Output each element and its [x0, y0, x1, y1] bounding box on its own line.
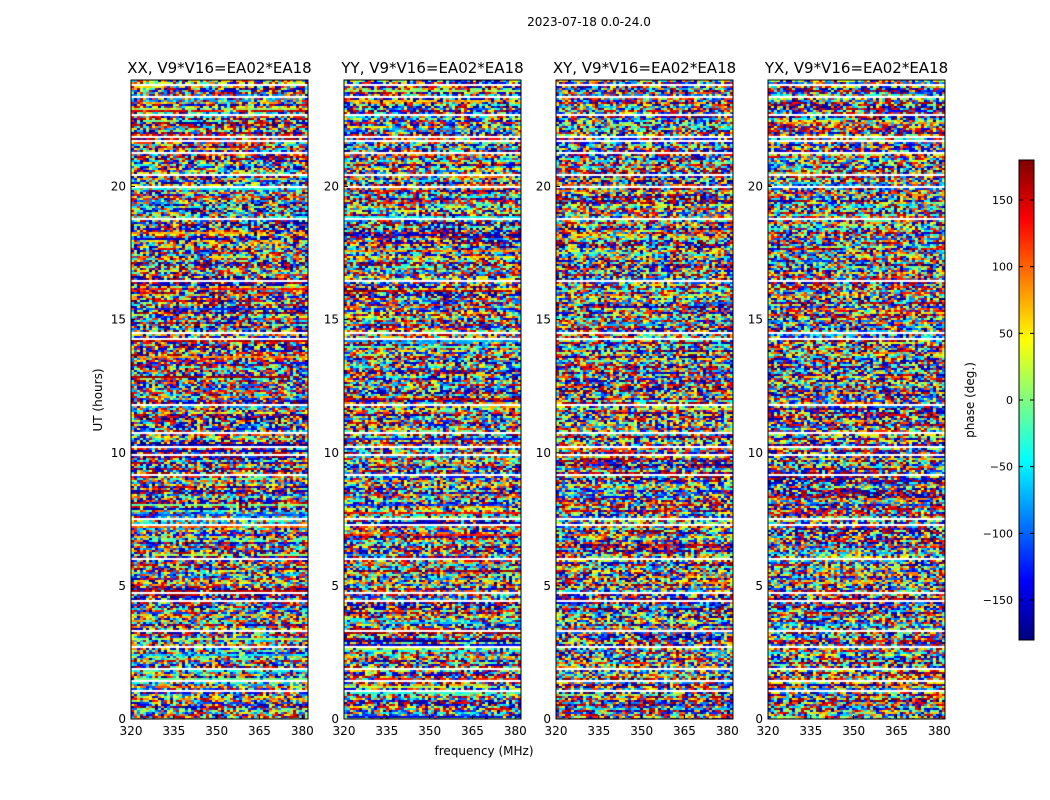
panel-2: YY, V9*V16=EA02*EA18 320 335 350 365 380 0 5 10 1…	[324, 59, 527, 738]
heatmap-image	[131, 80, 308, 719]
x-tick-label: 320	[757, 724, 780, 738]
colorbar-tick-label: 150	[992, 194, 1013, 207]
x-tick-label: 380	[716, 724, 739, 738]
y-tick-label: 0	[755, 712, 763, 726]
y-tick-label: 15	[536, 313, 551, 327]
colorbar-tick-label: 0	[1006, 394, 1013, 407]
x-tick-label: 320	[120, 724, 143, 738]
panel-4: YX, V9*V16=EA02*EA18 320 335 350 365 380 0 5 10 1…	[748, 59, 951, 738]
x-tick-label: 365	[461, 724, 484, 738]
figure-suptitle: 2023-07-18 0.0-24.0	[527, 15, 651, 29]
y-tick-label: 20	[748, 180, 763, 194]
y-tick-label: 20	[111, 180, 126, 194]
y-tick-label: 15	[111, 313, 126, 327]
heatmap-image	[768, 80, 945, 719]
plot-frame	[767, 79, 946, 720]
colorbar-tick-label: −50	[990, 461, 1013, 474]
y-tick-label: 10	[748, 446, 763, 460]
panel-title: XY, V9*V16=EA02*EA18	[553, 59, 736, 77]
plot-frame	[130, 79, 309, 720]
colorbar-tick-label: 100	[992, 261, 1013, 274]
colorbar-tick-label: 50	[999, 327, 1013, 340]
x-tick-label: 350	[418, 724, 441, 738]
y-tick-label: 10	[111, 446, 126, 460]
y-tick-label: 5	[331, 579, 339, 593]
y-tick-label: 20	[324, 180, 339, 194]
y-tick-label: 15	[324, 313, 339, 327]
plot-frame	[343, 79, 522, 720]
x-tick-label: 350	[630, 724, 653, 738]
x-tick-label: 335	[162, 724, 185, 738]
y-tick-label: 0	[331, 712, 339, 726]
x-tick-label: 335	[799, 724, 822, 738]
y-tick-label: 20	[536, 180, 551, 194]
x-tick-label: 350	[842, 724, 865, 738]
colorbar-label: phase (deg.)	[963, 362, 977, 438]
colorbar: 150 100 50 0 −50 −100 −150 phase (deg.)	[963, 159, 1035, 641]
x-tick-label: 335	[375, 724, 398, 738]
panel-3: XY, V9*V16=EA02*EA18 320 335 350 365 380 0 5 10 1…	[536, 59, 739, 738]
colorbar-tick-label: −100	[983, 527, 1013, 540]
x-tick-label: 380	[291, 724, 314, 738]
x-tick-label: 365	[673, 724, 696, 738]
y-tick-label: 15	[748, 313, 763, 327]
x-tick-label: 350	[205, 724, 228, 738]
y-tick-label: 10	[324, 446, 339, 460]
x-tick-label: 380	[928, 724, 951, 738]
plot-frame	[555, 79, 734, 720]
x-tick-label: 365	[248, 724, 271, 738]
figure-y-axis-label: UT (hours)	[91, 368, 105, 431]
panel-1: XX, V9*V16=EA02*EA18 320 335 350 365 380 0 5 10 1…	[111, 59, 314, 738]
x-tick-label: 335	[587, 724, 610, 738]
y-tick-label: 0	[118, 712, 126, 726]
heatmap-image	[344, 80, 521, 719]
panel-title: YX, V9*V16=EA02*EA18	[764, 59, 948, 77]
y-tick-label: 5	[543, 579, 551, 593]
y-tick-label: 5	[755, 579, 763, 593]
colorbar-tick-label: −150	[983, 594, 1013, 607]
panel-title: XX, V9*V16=EA02*EA18	[127, 59, 311, 77]
y-tick-label: 0	[543, 712, 551, 726]
x-tick-label: 320	[333, 724, 356, 738]
x-tick-label: 320	[545, 724, 568, 738]
heatmap-image	[556, 80, 733, 719]
figure-x-axis-label: frequency (MHz)	[434, 744, 533, 758]
panel-title: YY, V9*V16=EA02*EA18	[340, 59, 523, 77]
x-tick-label: 365	[885, 724, 908, 738]
panels-group: XX, V9*V16=EA02*EA18 320 335 350 365 380 0 5 10 1…	[111, 59, 951, 738]
y-tick-label: 10	[536, 446, 551, 460]
y-tick-label: 5	[118, 579, 126, 593]
x-tick-label: 380	[504, 724, 527, 738]
